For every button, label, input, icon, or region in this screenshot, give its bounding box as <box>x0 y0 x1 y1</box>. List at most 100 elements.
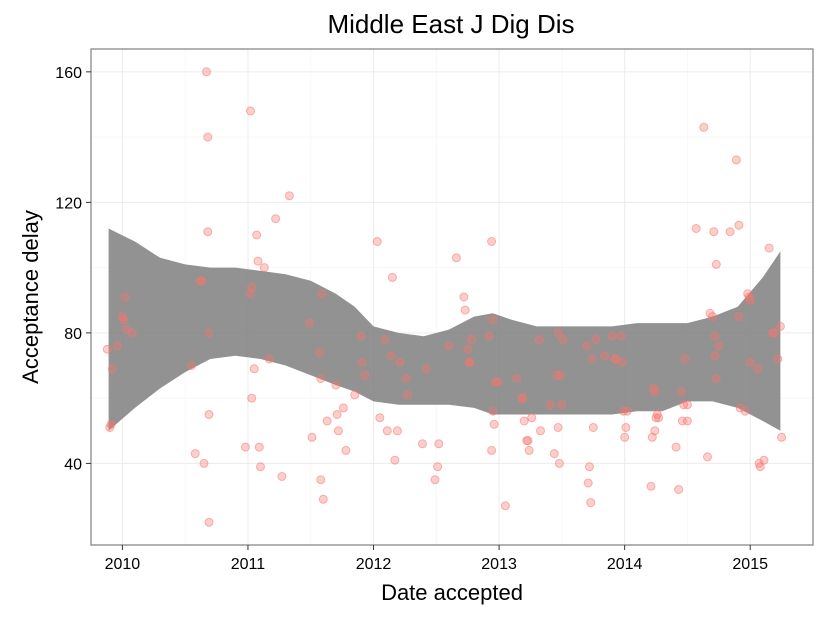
data-point <box>102 344 112 354</box>
data-point <box>546 400 556 410</box>
data-point <box>534 334 544 344</box>
x-tick-label: 2010 <box>105 556 141 573</box>
y-axis-ticks: 40 80 120 160 <box>55 65 91 473</box>
data-point <box>753 364 763 374</box>
data-point <box>484 331 494 341</box>
data-point <box>650 426 660 436</box>
data-point <box>271 214 281 224</box>
data-point <box>699 122 709 132</box>
data-point <box>249 364 259 374</box>
data-point <box>318 494 328 504</box>
data-point <box>527 413 537 423</box>
data-point <box>553 423 563 432</box>
data-point <box>682 416 692 426</box>
data-point <box>711 259 721 269</box>
data-point <box>256 462 265 472</box>
y-axis-title: Acceptance delay <box>18 210 43 384</box>
data-point <box>710 351 720 361</box>
data-point <box>586 498 596 508</box>
data-point <box>120 292 130 302</box>
data-point <box>386 351 396 361</box>
data-point <box>519 416 529 426</box>
data-point <box>264 354 274 364</box>
y-tick-label: 120 <box>55 195 82 212</box>
data-point <box>317 289 327 299</box>
data-point <box>203 132 213 142</box>
data-point <box>557 400 567 410</box>
data-point <box>650 387 660 397</box>
confidence-band <box>108 228 781 431</box>
data-point <box>549 449 559 459</box>
data-point <box>671 442 681 452</box>
data-point <box>418 439 427 449</box>
data-point <box>654 413 664 423</box>
data-point <box>254 442 264 452</box>
data-point <box>682 400 692 410</box>
data-point <box>112 341 122 351</box>
data-point <box>247 393 257 403</box>
data-point <box>252 230 262 240</box>
data-point <box>740 406 750 416</box>
data-point <box>204 328 214 338</box>
data-point <box>107 364 117 374</box>
data-point <box>773 354 783 364</box>
data-point <box>708 312 717 322</box>
data-point <box>680 354 690 364</box>
data-point <box>433 462 443 472</box>
data-point <box>459 292 469 302</box>
data-point <box>518 393 528 403</box>
data-point <box>401 374 411 384</box>
y-tick-label: 160 <box>55 65 82 82</box>
data-point <box>710 331 720 341</box>
data-point <box>277 472 287 481</box>
data-point <box>616 331 626 341</box>
data-point <box>674 485 684 494</box>
x-tick-label: 2013 <box>481 556 517 573</box>
data-point <box>360 370 370 380</box>
data-point <box>759 455 769 465</box>
data-point <box>714 341 724 351</box>
data-point <box>190 449 200 459</box>
data-point <box>356 331 366 341</box>
data-point <box>764 243 774 253</box>
x-tick-label: 2012 <box>356 556 392 573</box>
data-point <box>460 305 470 315</box>
data-point <box>777 432 787 442</box>
data-point <box>775 321 785 331</box>
data-point <box>536 426 545 436</box>
data-point <box>332 410 342 419</box>
data-point <box>382 426 392 436</box>
panel-border <box>90 48 814 546</box>
data-point <box>735 403 745 413</box>
data-point <box>676 387 686 397</box>
data-point <box>305 318 314 328</box>
data-point <box>691 224 701 233</box>
data-point <box>247 282 257 292</box>
data-point <box>500 501 510 511</box>
data-point <box>490 377 500 387</box>
y-tick-label: 80 <box>64 326 82 343</box>
data-point <box>622 406 632 416</box>
data-point <box>106 419 116 429</box>
data-point <box>402 390 412 400</box>
data-point <box>259 263 269 273</box>
data-point <box>387 272 397 282</box>
data-point <box>523 436 533 446</box>
chart-title: Middle East J Dig Dis <box>327 9 574 39</box>
x-tick-label: 2014 <box>607 556 643 573</box>
data-points <box>102 67 787 527</box>
data-point <box>341 445 351 455</box>
data-point <box>621 423 631 432</box>
data-point <box>487 237 497 246</box>
data-point <box>392 426 402 436</box>
x-tick-label: 2011 <box>231 556 266 573</box>
data-point <box>553 328 563 338</box>
data-point <box>434 439 444 449</box>
data-point <box>731 155 741 165</box>
data-point <box>338 403 348 413</box>
data-point <box>582 341 592 351</box>
data-point <box>451 253 461 263</box>
data-point <box>745 295 755 305</box>
data-point <box>380 334 390 344</box>
